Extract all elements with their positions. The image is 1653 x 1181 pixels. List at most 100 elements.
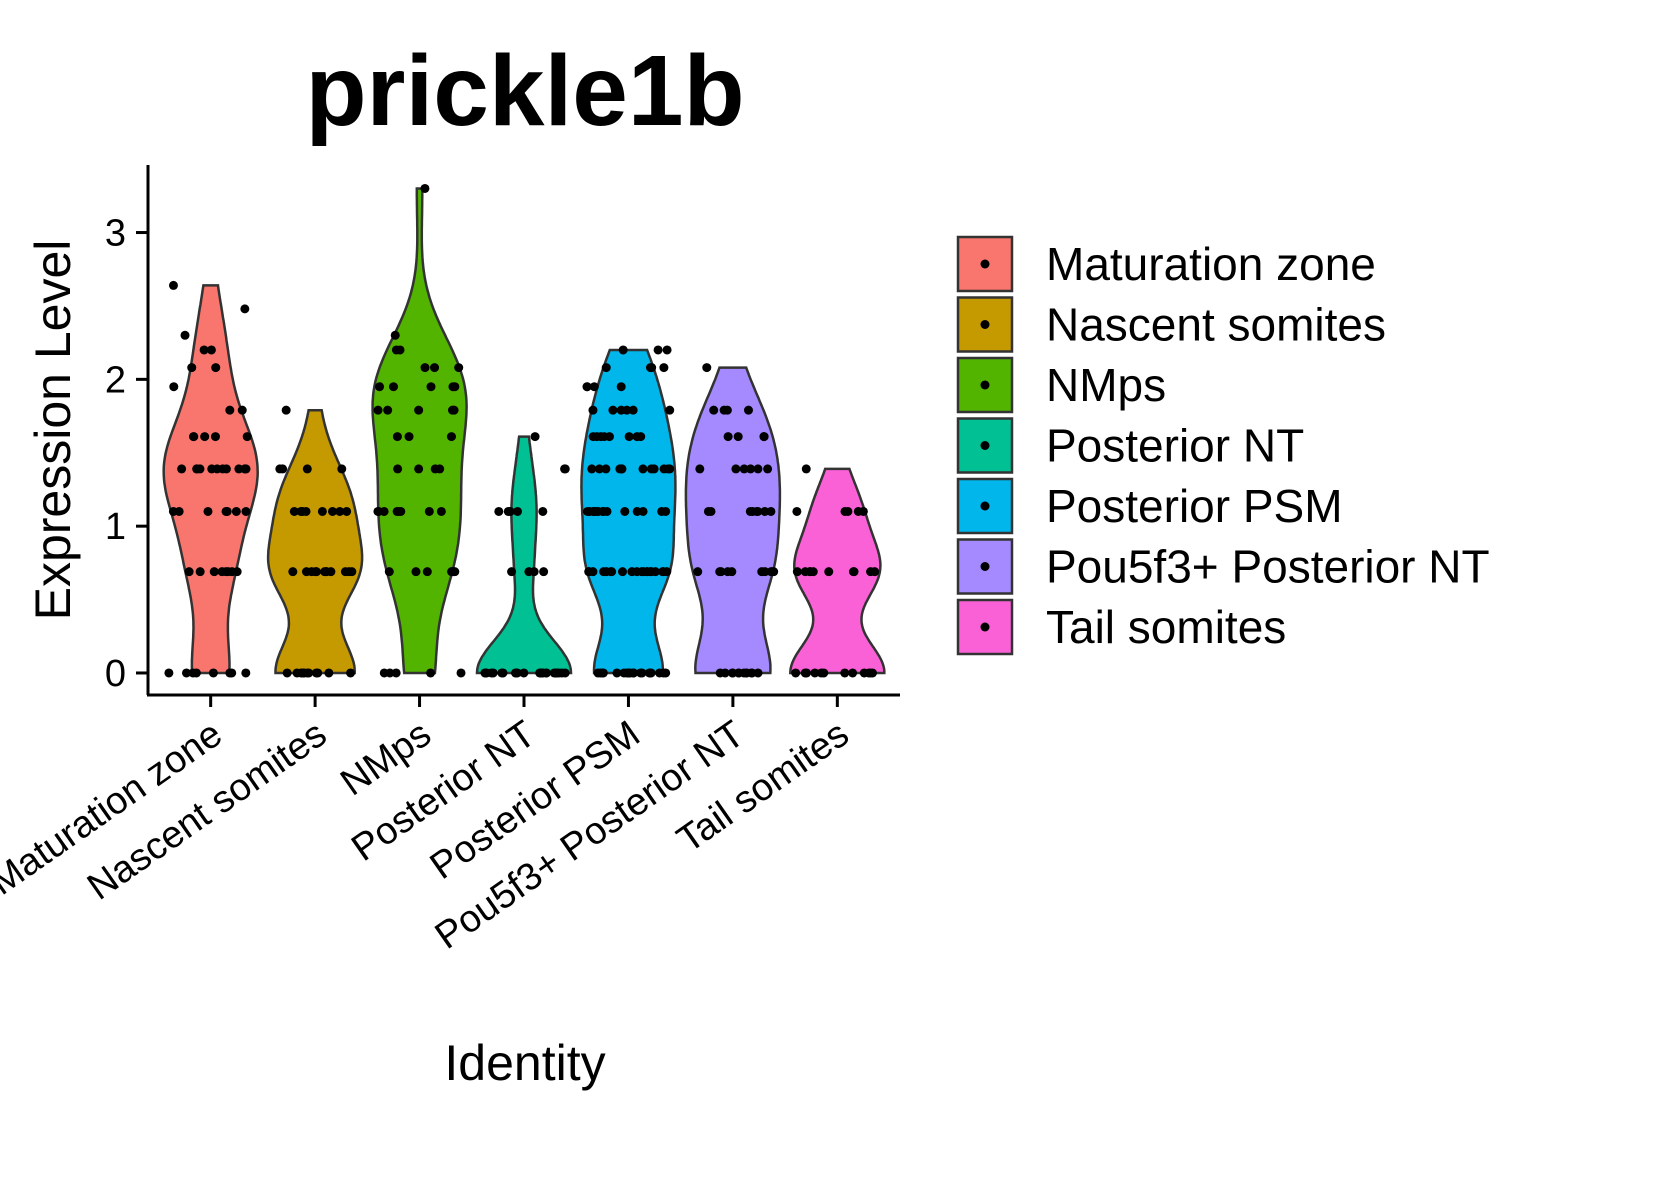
point bbox=[753, 506, 763, 516]
point bbox=[519, 668, 529, 678]
point bbox=[449, 567, 459, 577]
point bbox=[649, 464, 659, 474]
point bbox=[529, 567, 539, 577]
point bbox=[337, 464, 347, 474]
point bbox=[719, 405, 729, 415]
point bbox=[324, 668, 334, 678]
point bbox=[638, 506, 648, 516]
point bbox=[661, 506, 671, 516]
point bbox=[802, 668, 812, 678]
point bbox=[335, 506, 345, 516]
y-tick-label: 3 bbox=[105, 213, 126, 255]
point bbox=[206, 345, 216, 355]
point bbox=[560, 464, 570, 474]
point bbox=[241, 668, 251, 678]
legend-dot bbox=[980, 380, 990, 390]
point bbox=[538, 506, 548, 516]
point bbox=[346, 668, 356, 678]
point bbox=[480, 668, 490, 678]
point bbox=[715, 567, 725, 577]
point bbox=[209, 567, 219, 577]
point bbox=[624, 432, 634, 442]
point bbox=[653, 345, 663, 355]
point bbox=[739, 668, 749, 678]
point bbox=[391, 668, 401, 678]
point bbox=[200, 432, 210, 442]
point bbox=[853, 506, 863, 516]
point bbox=[282, 668, 292, 678]
point bbox=[588, 405, 598, 415]
point bbox=[383, 405, 393, 415]
point bbox=[449, 405, 459, 415]
point bbox=[587, 464, 597, 474]
point bbox=[636, 432, 646, 442]
point bbox=[414, 464, 424, 474]
point bbox=[551, 668, 561, 678]
point bbox=[488, 668, 498, 678]
point bbox=[296, 668, 306, 678]
point bbox=[454, 363, 464, 373]
violin bbox=[371, 187, 468, 675]
point bbox=[384, 567, 394, 577]
point bbox=[800, 567, 810, 577]
point bbox=[430, 464, 440, 474]
point bbox=[743, 405, 753, 415]
y-axis-label: Expression Level bbox=[25, 240, 81, 621]
point bbox=[848, 668, 858, 678]
point bbox=[210, 432, 220, 442]
point bbox=[168, 280, 178, 290]
point bbox=[511, 668, 521, 678]
point bbox=[530, 432, 540, 442]
point bbox=[665, 405, 675, 415]
point bbox=[840, 668, 850, 678]
point bbox=[739, 464, 749, 474]
point bbox=[208, 668, 218, 678]
y-tick-label: 1 bbox=[105, 506, 126, 548]
legend-label: Tail somites bbox=[1046, 601, 1286, 653]
point bbox=[328, 506, 338, 516]
point bbox=[494, 506, 504, 516]
point bbox=[391, 345, 401, 355]
legend-dot bbox=[980, 562, 990, 571]
point bbox=[602, 506, 612, 516]
point bbox=[766, 506, 776, 516]
point bbox=[169, 382, 179, 392]
point bbox=[424, 506, 434, 516]
point bbox=[301, 567, 311, 577]
point bbox=[824, 567, 834, 577]
point bbox=[240, 304, 250, 314]
legend-dot bbox=[980, 259, 990, 269]
chart-title: prickle1b bbox=[305, 35, 744, 147]
point bbox=[608, 405, 618, 415]
point bbox=[601, 363, 611, 373]
point bbox=[388, 382, 398, 392]
point bbox=[311, 567, 321, 577]
point bbox=[693, 567, 703, 577]
point bbox=[281, 405, 291, 415]
point bbox=[177, 464, 187, 474]
point bbox=[373, 506, 383, 516]
point bbox=[709, 405, 719, 415]
legend-label: Pou5f3+ Posterior NT bbox=[1046, 541, 1490, 593]
point bbox=[753, 464, 763, 474]
point bbox=[275, 464, 285, 474]
point bbox=[313, 668, 323, 678]
point bbox=[392, 432, 402, 442]
point bbox=[221, 506, 231, 516]
point bbox=[212, 464, 222, 474]
point bbox=[223, 567, 233, 577]
point bbox=[584, 567, 594, 577]
point bbox=[392, 506, 402, 516]
point bbox=[604, 432, 614, 442]
point bbox=[868, 668, 878, 678]
point bbox=[242, 432, 252, 442]
point bbox=[645, 363, 655, 373]
point bbox=[393, 464, 403, 474]
point bbox=[792, 567, 802, 577]
point bbox=[192, 464, 202, 474]
point bbox=[870, 567, 880, 577]
point bbox=[187, 363, 197, 373]
point bbox=[539, 567, 549, 577]
point bbox=[601, 464, 611, 474]
point bbox=[695, 464, 705, 474]
